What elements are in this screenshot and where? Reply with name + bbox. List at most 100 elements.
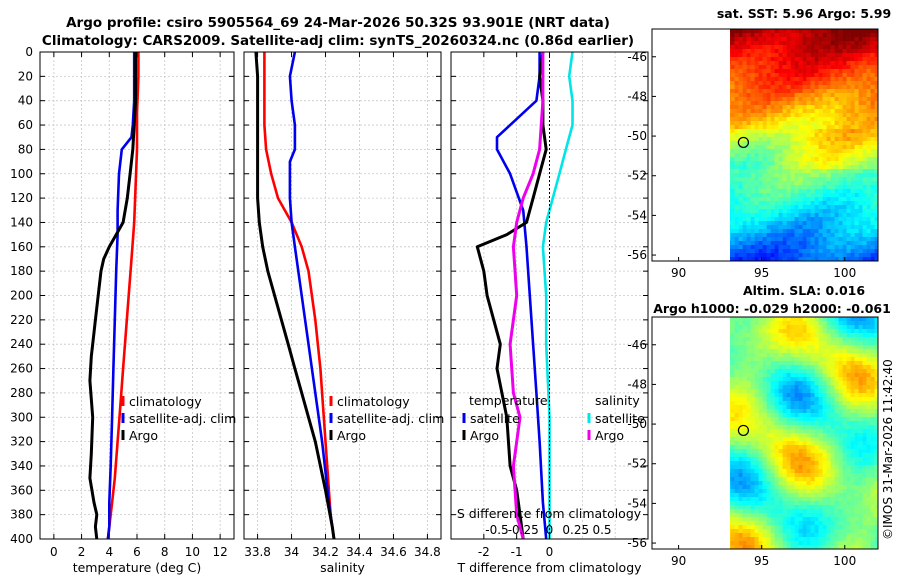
sst-map-cell	[719, 173, 723, 177]
sst-map-cell	[711, 57, 715, 61]
sst-map-cell	[762, 201, 767, 206]
depth-tick-label: 60	[18, 118, 33, 132]
sla-map-cell	[746, 461, 751, 466]
sst-map-cell	[695, 229, 699, 233]
sla-map-cell	[723, 529, 727, 533]
sst-map-cell	[814, 33, 819, 38]
sst-map-cell	[874, 73, 878, 78]
sst-map-cell	[687, 125, 691, 129]
sst-map-cell	[846, 213, 851, 218]
sla-map-cell	[750, 353, 755, 358]
sst-map-cell	[699, 205, 703, 209]
sst-map-cell	[715, 101, 719, 105]
sst-map-cell	[723, 245, 727, 249]
sst-map-cell	[790, 185, 795, 190]
sst-map-cell	[842, 209, 847, 214]
sla-map-cell	[715, 381, 719, 385]
sla-map-cell	[730, 473, 735, 478]
depth-tick-label: 360	[10, 483, 33, 497]
sst-map-cell	[838, 217, 843, 222]
sst-map-cell	[790, 229, 795, 234]
sla-map-cell	[742, 457, 747, 462]
sst-map-cell	[738, 53, 743, 58]
sst-map-cell	[754, 125, 759, 130]
sst-map-cell	[874, 49, 878, 54]
sla-map-cell	[723, 369, 727, 373]
sst-map-cell	[750, 173, 755, 178]
sst-map-cell	[814, 181, 819, 186]
sst-map-cell	[790, 145, 795, 150]
sla-map-cell	[734, 521, 739, 526]
sla-map-cell	[758, 349, 763, 354]
sla-map-cell	[703, 393, 707, 397]
sst-map-cell	[746, 105, 751, 110]
sst-map-cell	[746, 201, 751, 206]
sla-map-cell	[782, 417, 787, 422]
sst-map-ytick-label: -50	[627, 129, 647, 143]
sst-map-cell	[723, 89, 727, 93]
sst-map-cell	[790, 225, 795, 230]
sst-map-cell	[794, 149, 799, 154]
sst-map-cell	[719, 97, 723, 101]
sst-map-cell	[874, 173, 878, 178]
sst-map-cell	[798, 85, 803, 90]
sst-map-cell	[730, 113, 735, 118]
sla-map-cell	[762, 361, 767, 366]
sst-map-cell	[790, 177, 795, 182]
sst-map-cell	[778, 145, 783, 150]
sst-map-cell	[870, 81, 875, 86]
sst-map-cell	[834, 85, 839, 90]
sst-map-cell	[866, 109, 871, 114]
sst-map-cell	[854, 141, 859, 146]
sst-map-cell	[770, 37, 775, 42]
sst-map-cell	[730, 33, 731, 38]
sst-map-cell	[794, 193, 799, 198]
sst-map-cell	[818, 197, 823, 202]
sla-map-cell	[762, 465, 767, 470]
sla-map-cell	[730, 389, 731, 394]
sst-map-cell	[730, 189, 735, 194]
sst-map-cell	[786, 157, 791, 162]
sst-map-cell	[846, 129, 851, 134]
sla-map-cell	[782, 533, 787, 538]
sst-map-cell	[699, 105, 703, 109]
sst-map-cell	[830, 53, 835, 58]
sst-map-cell	[683, 213, 687, 217]
sla-map-cell	[746, 361, 751, 366]
sst-map-cell	[838, 189, 843, 194]
sla-map-cell	[766, 457, 771, 462]
sla-map-cell	[770, 465, 775, 470]
sla-map-cell	[790, 485, 795, 490]
sst-map-cell	[703, 237, 707, 241]
sst-map-cell	[754, 209, 759, 214]
sst-map-cell	[742, 49, 747, 54]
sst-map-cell	[782, 29, 787, 34]
sla-map-cell	[734, 473, 739, 478]
sst-map-cell	[786, 33, 791, 38]
sla-map-cell	[679, 381, 683, 385]
sst-map-cell	[691, 61, 695, 65]
sst-map-cell	[854, 73, 859, 78]
sla-map-cell	[734, 505, 739, 510]
sla-map-cell	[742, 353, 747, 358]
sst-map-cell	[834, 33, 839, 38]
sst-map-cell	[750, 105, 755, 110]
sst-map-cell	[703, 129, 707, 133]
sla-map-cell	[742, 381, 747, 386]
sst-map-cell	[734, 77, 739, 82]
sla-map-cell	[730, 369, 731, 374]
sst-map-cell	[786, 153, 791, 158]
sst-map-cell	[762, 209, 767, 214]
sst-map-cell	[679, 157, 683, 161]
sla-map-cell	[695, 421, 699, 425]
sst-map-cell	[770, 133, 775, 138]
sst-map-cell	[707, 97, 711, 101]
sla-map-cell	[707, 481, 711, 485]
sst-map-cell	[758, 29, 763, 34]
sst-map-cell	[838, 45, 843, 50]
sla-map-cell	[699, 365, 703, 369]
sst-map-cell	[794, 61, 799, 66]
sla-map-cell	[730, 405, 735, 410]
sst-map-cell	[719, 73, 723, 77]
sla-map-cell	[711, 485, 715, 489]
